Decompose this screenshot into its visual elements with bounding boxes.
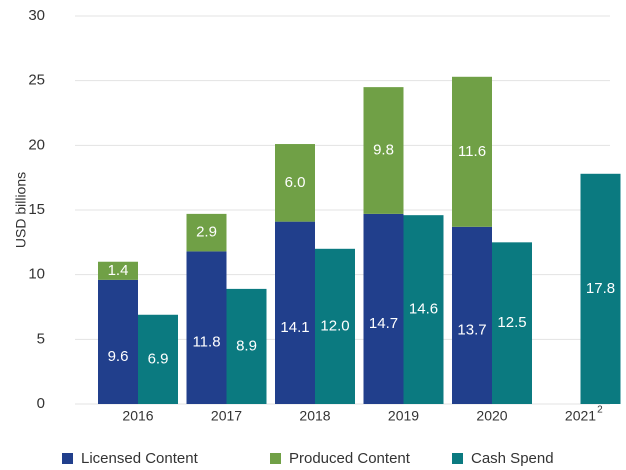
bar bbox=[138, 314, 178, 404]
x-tick-label: 2016 bbox=[122, 408, 153, 424]
value-label: 9.6 bbox=[108, 348, 129, 365]
y-axis-label: USD billions bbox=[13, 172, 29, 248]
value-label: 14.7 bbox=[369, 315, 398, 332]
x-tick-label: 2018 bbox=[299, 408, 330, 424]
bar bbox=[363, 213, 404, 404]
value-label: 11.8 bbox=[192, 334, 220, 351]
y-tick-label: 15 bbox=[28, 201, 45, 218]
bar bbox=[315, 248, 355, 404]
y-tick-label: 5 bbox=[37, 330, 45, 347]
bar bbox=[275, 221, 315, 404]
value-label: 12.5 bbox=[497, 314, 526, 331]
bar bbox=[186, 251, 227, 404]
y-tick-label: 20 bbox=[28, 136, 45, 153]
legend-swatch bbox=[270, 453, 281, 464]
bar bbox=[226, 288, 267, 404]
bar bbox=[492, 242, 532, 404]
bar bbox=[275, 144, 315, 222]
value-label: 8.9 bbox=[236, 337, 257, 354]
x-tick-label: 2019 bbox=[388, 408, 419, 424]
legend-swatch bbox=[62, 453, 73, 464]
value-label: 2.9 bbox=[196, 224, 217, 241]
value-label: 14.6 bbox=[409, 301, 438, 318]
value-label: 6.0 bbox=[285, 174, 306, 191]
bar bbox=[452, 226, 492, 404]
legend-label: Licensed Content bbox=[81, 450, 199, 467]
legend-label: Produced Content bbox=[289, 450, 411, 467]
bar bbox=[98, 279, 138, 404]
y-tick-label: 25 bbox=[28, 72, 45, 89]
bar bbox=[186, 213, 227, 252]
legend-swatch bbox=[452, 453, 463, 464]
y-tick-label: 10 bbox=[28, 266, 45, 283]
bar bbox=[98, 261, 138, 280]
bar bbox=[580, 173, 621, 404]
value-label: 13.7 bbox=[457, 321, 486, 338]
x-tick-label: 2017 bbox=[211, 408, 242, 424]
value-label: 17.8 bbox=[586, 280, 615, 297]
bar bbox=[452, 76, 492, 227]
value-label: 9.8 bbox=[373, 141, 394, 158]
value-label: 12.0 bbox=[320, 317, 349, 334]
value-label: 6.9 bbox=[148, 350, 169, 367]
footnote-marker: 2 bbox=[597, 405, 603, 416]
bar bbox=[403, 215, 444, 404]
x-tick-label: 2021 bbox=[565, 408, 596, 424]
value-label: 1.4 bbox=[108, 262, 129, 279]
x-tick-label: 2020 bbox=[476, 408, 507, 424]
value-label: 14.1 bbox=[280, 319, 309, 336]
bar bbox=[363, 87, 404, 214]
y-tick-label: 0 bbox=[37, 395, 45, 412]
value-label: 11.6 bbox=[458, 143, 486, 160]
y-tick-label: 30 bbox=[28, 7, 45, 24]
legend-label: Cash Spend bbox=[471, 450, 554, 467]
